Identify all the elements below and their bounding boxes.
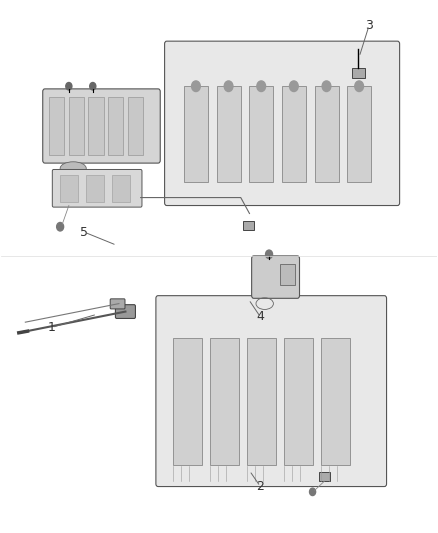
Bar <box>247 338 276 465</box>
Bar <box>319 472 330 481</box>
Bar <box>113 175 130 202</box>
Bar <box>127 97 143 155</box>
Text: 4: 4 <box>256 310 264 324</box>
Circle shape <box>224 81 233 92</box>
Bar <box>347 86 371 182</box>
Bar <box>282 86 306 182</box>
Circle shape <box>90 83 96 90</box>
Bar <box>184 86 208 182</box>
Text: 2: 2 <box>256 480 264 493</box>
Bar <box>88 97 104 155</box>
Circle shape <box>290 81 298 92</box>
Bar <box>315 86 339 182</box>
Bar <box>243 221 254 230</box>
FancyBboxPatch shape <box>43 89 160 163</box>
Circle shape <box>322 81 331 92</box>
Circle shape <box>191 81 200 92</box>
Circle shape <box>265 250 272 259</box>
Bar <box>217 86 241 182</box>
Circle shape <box>257 81 265 92</box>
Bar <box>86 175 104 202</box>
Circle shape <box>57 222 64 231</box>
Circle shape <box>310 488 316 496</box>
Text: 1: 1 <box>47 321 55 334</box>
Circle shape <box>66 83 72 90</box>
FancyBboxPatch shape <box>252 256 300 298</box>
Bar <box>352 68 365 78</box>
Circle shape <box>355 81 364 92</box>
Bar <box>280 264 295 285</box>
Text: 3: 3 <box>365 19 373 32</box>
Bar <box>210 338 239 465</box>
Bar <box>108 97 123 155</box>
Bar <box>284 338 313 465</box>
Bar <box>321 338 350 465</box>
Bar <box>69 97 84 155</box>
FancyBboxPatch shape <box>156 296 387 487</box>
Ellipse shape <box>60 162 86 175</box>
Text: 5: 5 <box>80 225 88 239</box>
FancyBboxPatch shape <box>116 305 135 318</box>
Bar <box>173 338 201 465</box>
FancyBboxPatch shape <box>165 41 399 206</box>
FancyBboxPatch shape <box>110 299 125 309</box>
Bar <box>60 175 78 202</box>
FancyBboxPatch shape <box>52 169 142 207</box>
Bar <box>250 86 273 182</box>
Bar <box>49 97 64 155</box>
